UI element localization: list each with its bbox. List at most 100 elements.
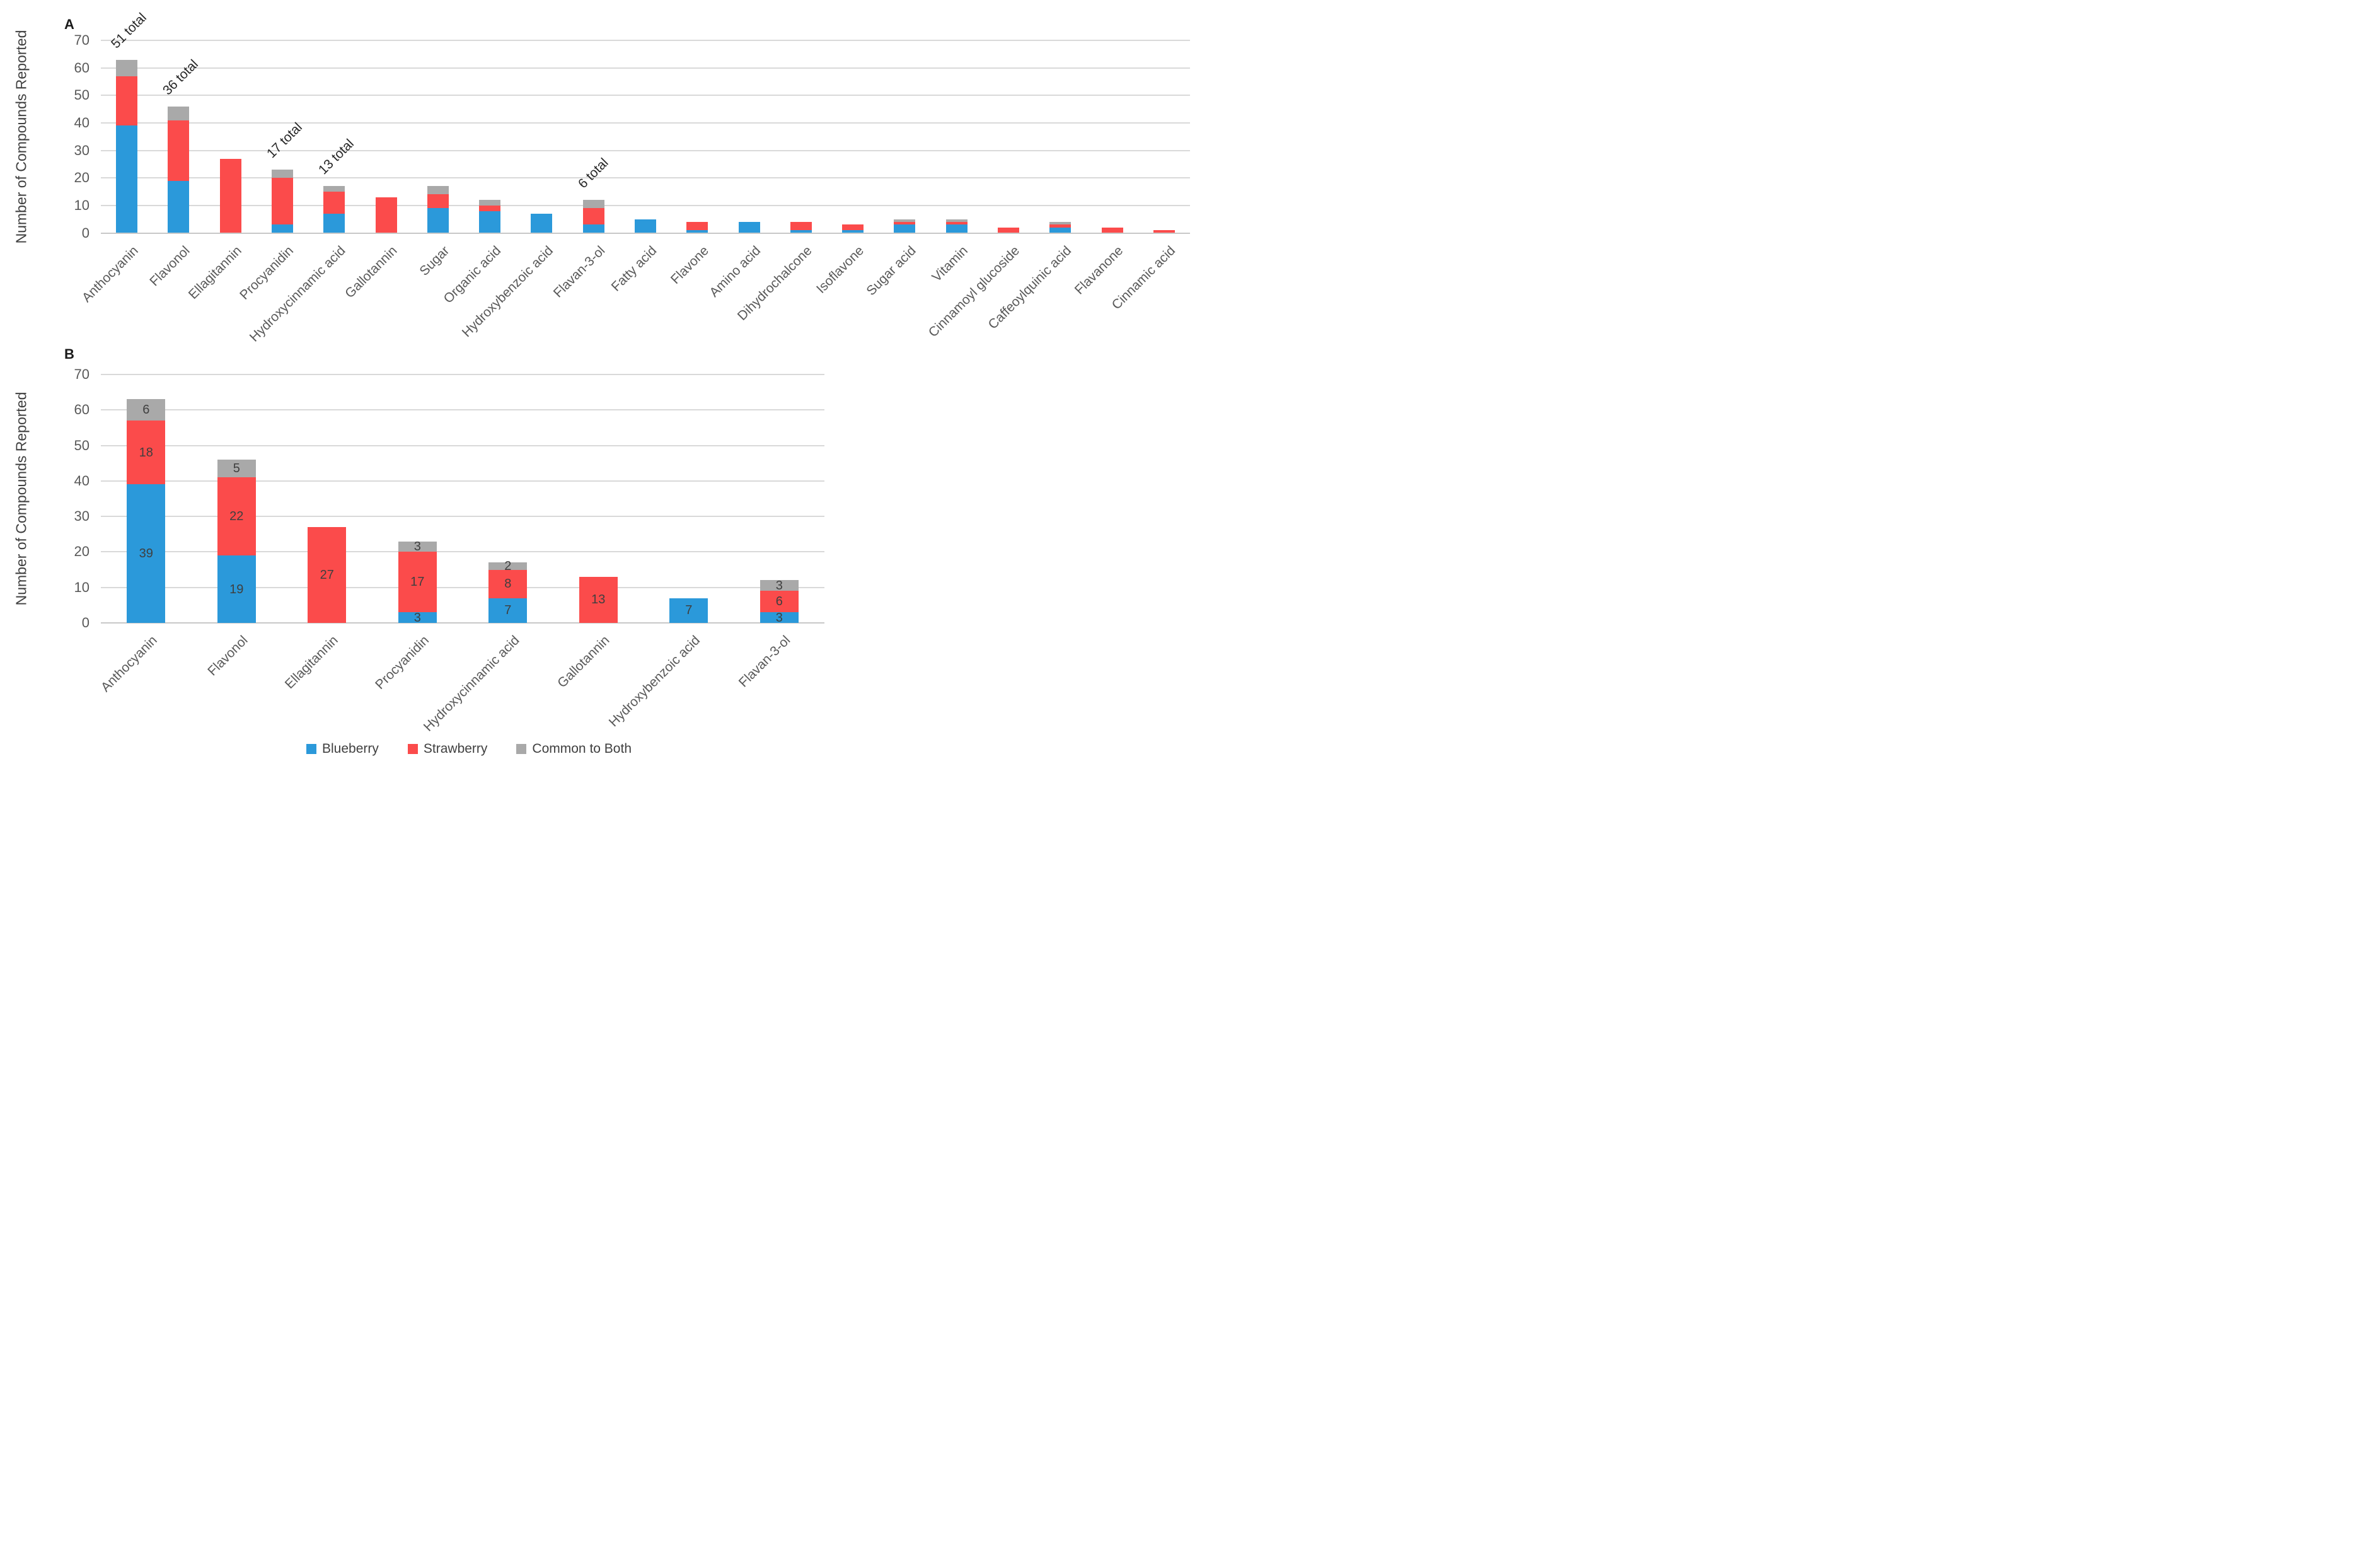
- bar-anthocyanin: [116, 59, 138, 233]
- y-tick-label-40: 40: [74, 472, 90, 489]
- x-label-flavan-3-ol: Flavan-3-ol: [550, 243, 608, 301]
- segment-blueberry: [582, 224, 604, 233]
- segment-blueberry: [686, 230, 708, 233]
- legend-swatch-strawberry: [407, 744, 418, 754]
- legend-item-blueberry: Blueberry: [306, 741, 379, 757]
- bar-anthocyanin: 39 18 6: [127, 399, 166, 623]
- bar-ellagitannin: 27: [308, 527, 347, 623]
- segment-blueberry: [217, 555, 256, 623]
- segment-strawberry: [398, 552, 437, 613]
- bar-gallotannin: [375, 197, 397, 233]
- y-tick-label-0: 0: [81, 224, 90, 241]
- segment-strawberry: [116, 76, 138, 126]
- bar-caffeoylquinic-acid: [1049, 222, 1072, 233]
- bar-gallotannin: 13: [579, 576, 618, 623]
- segment-strawberry: [998, 227, 1019, 233]
- segment-strawberry: [272, 178, 293, 225]
- segment-value-label-strawberry: 18: [139, 445, 153, 460]
- bar-organic-acid: [479, 200, 501, 233]
- x-label-amino-acid: Amino acid: [707, 243, 763, 300]
- segment-blueberry: [531, 213, 553, 233]
- segment-value-label-common-to-both: 3: [413, 539, 421, 554]
- segment-blueberry: [945, 224, 968, 233]
- y-tick-label-70: 70: [74, 32, 90, 48]
- segment-strawberry: [323, 192, 345, 214]
- gridline-70: [101, 374, 824, 375]
- gridline-0: [101, 232, 1190, 234]
- legend-label-strawberry: Strawberry: [423, 741, 488, 756]
- segment-strawberry: [127, 421, 166, 485]
- x-label-hydroxybenzoic-acid: Hydroxybenzoic acid: [606, 633, 703, 730]
- legend-swatch-common-to-both: [516, 744, 527, 754]
- bar-flavone: [686, 222, 708, 233]
- gridline-20: [101, 551, 824, 553]
- annotation-procyanidin: 17 total: [264, 120, 306, 161]
- segment-strawberry: [427, 194, 449, 209]
- panel-a-letter: A: [64, 16, 74, 32]
- panel-b-letter: B: [64, 346, 74, 362]
- y-tick-label-0: 0: [81, 615, 90, 630]
- segment-common-to-both: [582, 200, 604, 209]
- bar-flavan-3-ol: [582, 200, 604, 233]
- segment-strawberry: [217, 477, 256, 556]
- segment-value-label-strawberry: 17: [410, 575, 425, 589]
- y-tick-label-60: 60: [74, 402, 90, 418]
- segment-value-label-strawberry: 6: [775, 595, 783, 609]
- segment-value-label-strawberry: 27: [320, 568, 334, 582]
- x-label-procyanidin: Procyanidin: [372, 633, 432, 692]
- segment-blueberry: [738, 222, 760, 233]
- segment-strawberry: [1049, 224, 1072, 228]
- bar-hydroxycinnamic-acid: [323, 186, 345, 233]
- segment-blueberry: [760, 612, 799, 623]
- bar-flavonol: [168, 106, 190, 233]
- x-label-gallotannin: Gallotannin: [555, 633, 613, 691]
- y-tick-label-40: 40: [74, 114, 90, 131]
- segment-common-to-both: [272, 170, 293, 178]
- bar-cinnamic-acid: [1153, 230, 1175, 233]
- segment-common-to-both: [127, 399, 166, 421]
- gridline-20: [101, 177, 1190, 179]
- x-label-sugar: Sugar: [417, 243, 453, 279]
- bar-flavanone: [1101, 227, 1123, 233]
- legend-label-common-to-both: Common to Both: [532, 741, 632, 756]
- segment-strawberry: [894, 222, 916, 225]
- legend-item-strawberry: Strawberry: [407, 741, 488, 757]
- segment-blueberry: [790, 230, 812, 233]
- y-tick-label-30: 30: [74, 142, 90, 158]
- x-label-isoflavone: Isoflavone: [814, 243, 867, 296]
- x-label-sugar-acid: Sugar acid: [864, 243, 919, 298]
- y-tick-label-10: 10: [74, 197, 90, 213]
- y-tick-label-60: 60: [74, 59, 90, 76]
- x-label-fatty-acid: Fatty acid: [608, 243, 660, 294]
- gridline-10: [101, 586, 824, 588]
- gridline-30: [101, 149, 1190, 151]
- y-tick-label-20: 20: [74, 170, 90, 186]
- segment-strawberry: [219, 158, 241, 233]
- gridline-70: [101, 40, 1190, 41]
- bar-cinnamoyl-glucoside: [998, 227, 1019, 233]
- bar-amino-acid: [738, 222, 760, 233]
- segment-blueberry: [127, 484, 166, 623]
- x-label-hydroxycinnamic-acid: Hydroxycinnamic acid: [420, 633, 523, 734]
- segment-common-to-both: [760, 580, 799, 591]
- legend-label-blueberry: Blueberry: [322, 741, 379, 756]
- x-label-flavan-3-ol: Flavan-3-ol: [736, 633, 794, 690]
- annotation-anthocyanin: 51 total: [108, 9, 150, 51]
- annotation-hydroxycinnamic-acid: 13 total: [316, 136, 357, 178]
- segment-strawberry: [168, 120, 190, 181]
- bar-sugar-acid: [894, 219, 916, 233]
- segment-blueberry: [842, 230, 864, 233]
- segment-common-to-both: [488, 562, 528, 570]
- segment-common-to-both: [323, 186, 345, 192]
- x-label-ellagitannin: Ellagitannin: [185, 243, 245, 302]
- x-label-cinnamoyl-glucoside: Cinnamoyl glucoside: [925, 243, 1023, 340]
- segment-common-to-both: [398, 541, 437, 552]
- segment-blueberry: [1049, 227, 1072, 233]
- bar-procyanidin: 3 17 3: [398, 540, 437, 625]
- x-label-ellagitannin: Ellagitannin: [282, 633, 342, 692]
- bar-hydroxycinnamic-acid: 7 8 2: [488, 559, 528, 623]
- bar-flavonol: 19 22 5: [217, 460, 256, 623]
- bar-fatty-acid: [635, 219, 656, 233]
- y-tick-label-70: 70: [74, 366, 90, 382]
